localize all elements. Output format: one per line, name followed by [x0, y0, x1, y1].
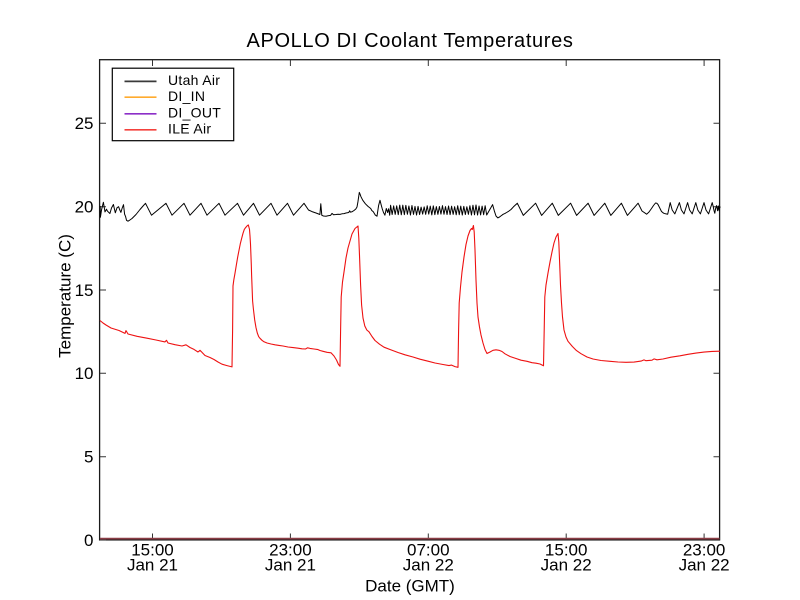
svg-text:23:00: 23:00: [683, 541, 726, 560]
svg-text:0: 0: [84, 531, 93, 550]
svg-text:10: 10: [75, 364, 94, 383]
svg-text:15:00: 15:00: [131, 541, 174, 560]
svg-text:ILE Air: ILE Air: [168, 120, 211, 136]
svg-text:15: 15: [75, 281, 94, 300]
svg-text:Jan 21: Jan 21: [265, 556, 316, 575]
svg-text:23:00: 23:00: [269, 541, 312, 560]
svg-text:Temperature (C): Temperature (C): [56, 234, 75, 358]
svg-text:5: 5: [84, 448, 93, 467]
svg-text:DI_IN: DI_IN: [168, 88, 205, 104]
svg-text:Jan 22: Jan 22: [403, 556, 454, 575]
svg-text:15:00: 15:00: [545, 541, 588, 560]
svg-text:Jan 21: Jan 21: [127, 556, 178, 575]
svg-text:Date (GMT): Date (GMT): [365, 577, 455, 596]
svg-text:Utah Air: Utah Air: [168, 72, 220, 88]
svg-text:25: 25: [75, 114, 94, 133]
svg-text:Jan 22: Jan 22: [541, 556, 592, 575]
svg-text:20: 20: [75, 198, 94, 217]
svg-text:DI_OUT: DI_OUT: [168, 104, 221, 120]
svg-text:07:00: 07:00: [407, 541, 450, 560]
svg-text:APOLLO DI Coolant Temperatures: APOLLO DI Coolant Temperatures: [246, 30, 573, 52]
svg-text:Jan 22: Jan 22: [679, 556, 730, 575]
